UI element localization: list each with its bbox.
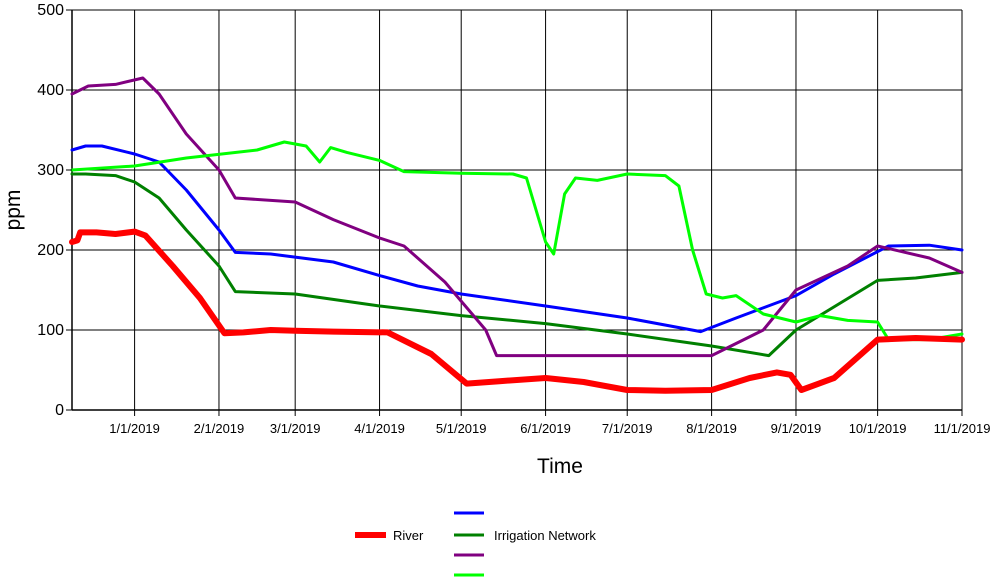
y-tick-label: 200 [37,242,64,259]
x-tick-label: 11/1/2019 [934,421,991,436]
series-line-1 [70,144,964,334]
legend: River Irrigation Network [355,511,596,577]
x-tick-label: 4/1/2019 [354,421,405,436]
y-axis-ticks: 0 100 200 300 400 500 [37,2,72,419]
y-tick-label: 400 [37,82,64,99]
y-tick-label: 300 [37,162,64,179]
series-line-4 [70,140,964,342]
y-tick-label: 500 [37,2,64,19]
grid [71,9,963,411]
x-tick-label: 10/1/2019 [849,421,907,436]
x-tick-label: 6/1/2019 [520,421,571,436]
y-tick-label: 0 [55,402,64,419]
legend-label: Irrigation Network [494,528,596,543]
x-tick-label: 9/1/2019 [771,421,822,436]
series-line-river [69,228,965,394]
series-line-3 [70,76,964,358]
x-tick-label: 1/1/2019 [109,421,160,436]
x-tick-label: 3/1/2019 [270,421,321,436]
x-axis-ticks: 1/1/2019 2/1/2019 3/1/2019 4/1/2019 5/1/2019… [109,410,990,436]
x-tick-label: 8/1/2019 [686,421,737,436]
x-tick-label: 2/1/2019 [194,421,245,436]
x-axis-title: Time [537,455,583,478]
x-tick-label: 5/1/2019 [436,421,487,436]
legend-label-river: River [393,528,424,543]
series-line-irrigation-network [70,172,964,358]
series-layer [69,76,965,394]
y-tick-label: 100 [37,322,64,339]
y-axis-title: ppm [2,190,25,231]
x-tick-label: 7/1/2019 [602,421,653,436]
plot-background [72,10,962,410]
